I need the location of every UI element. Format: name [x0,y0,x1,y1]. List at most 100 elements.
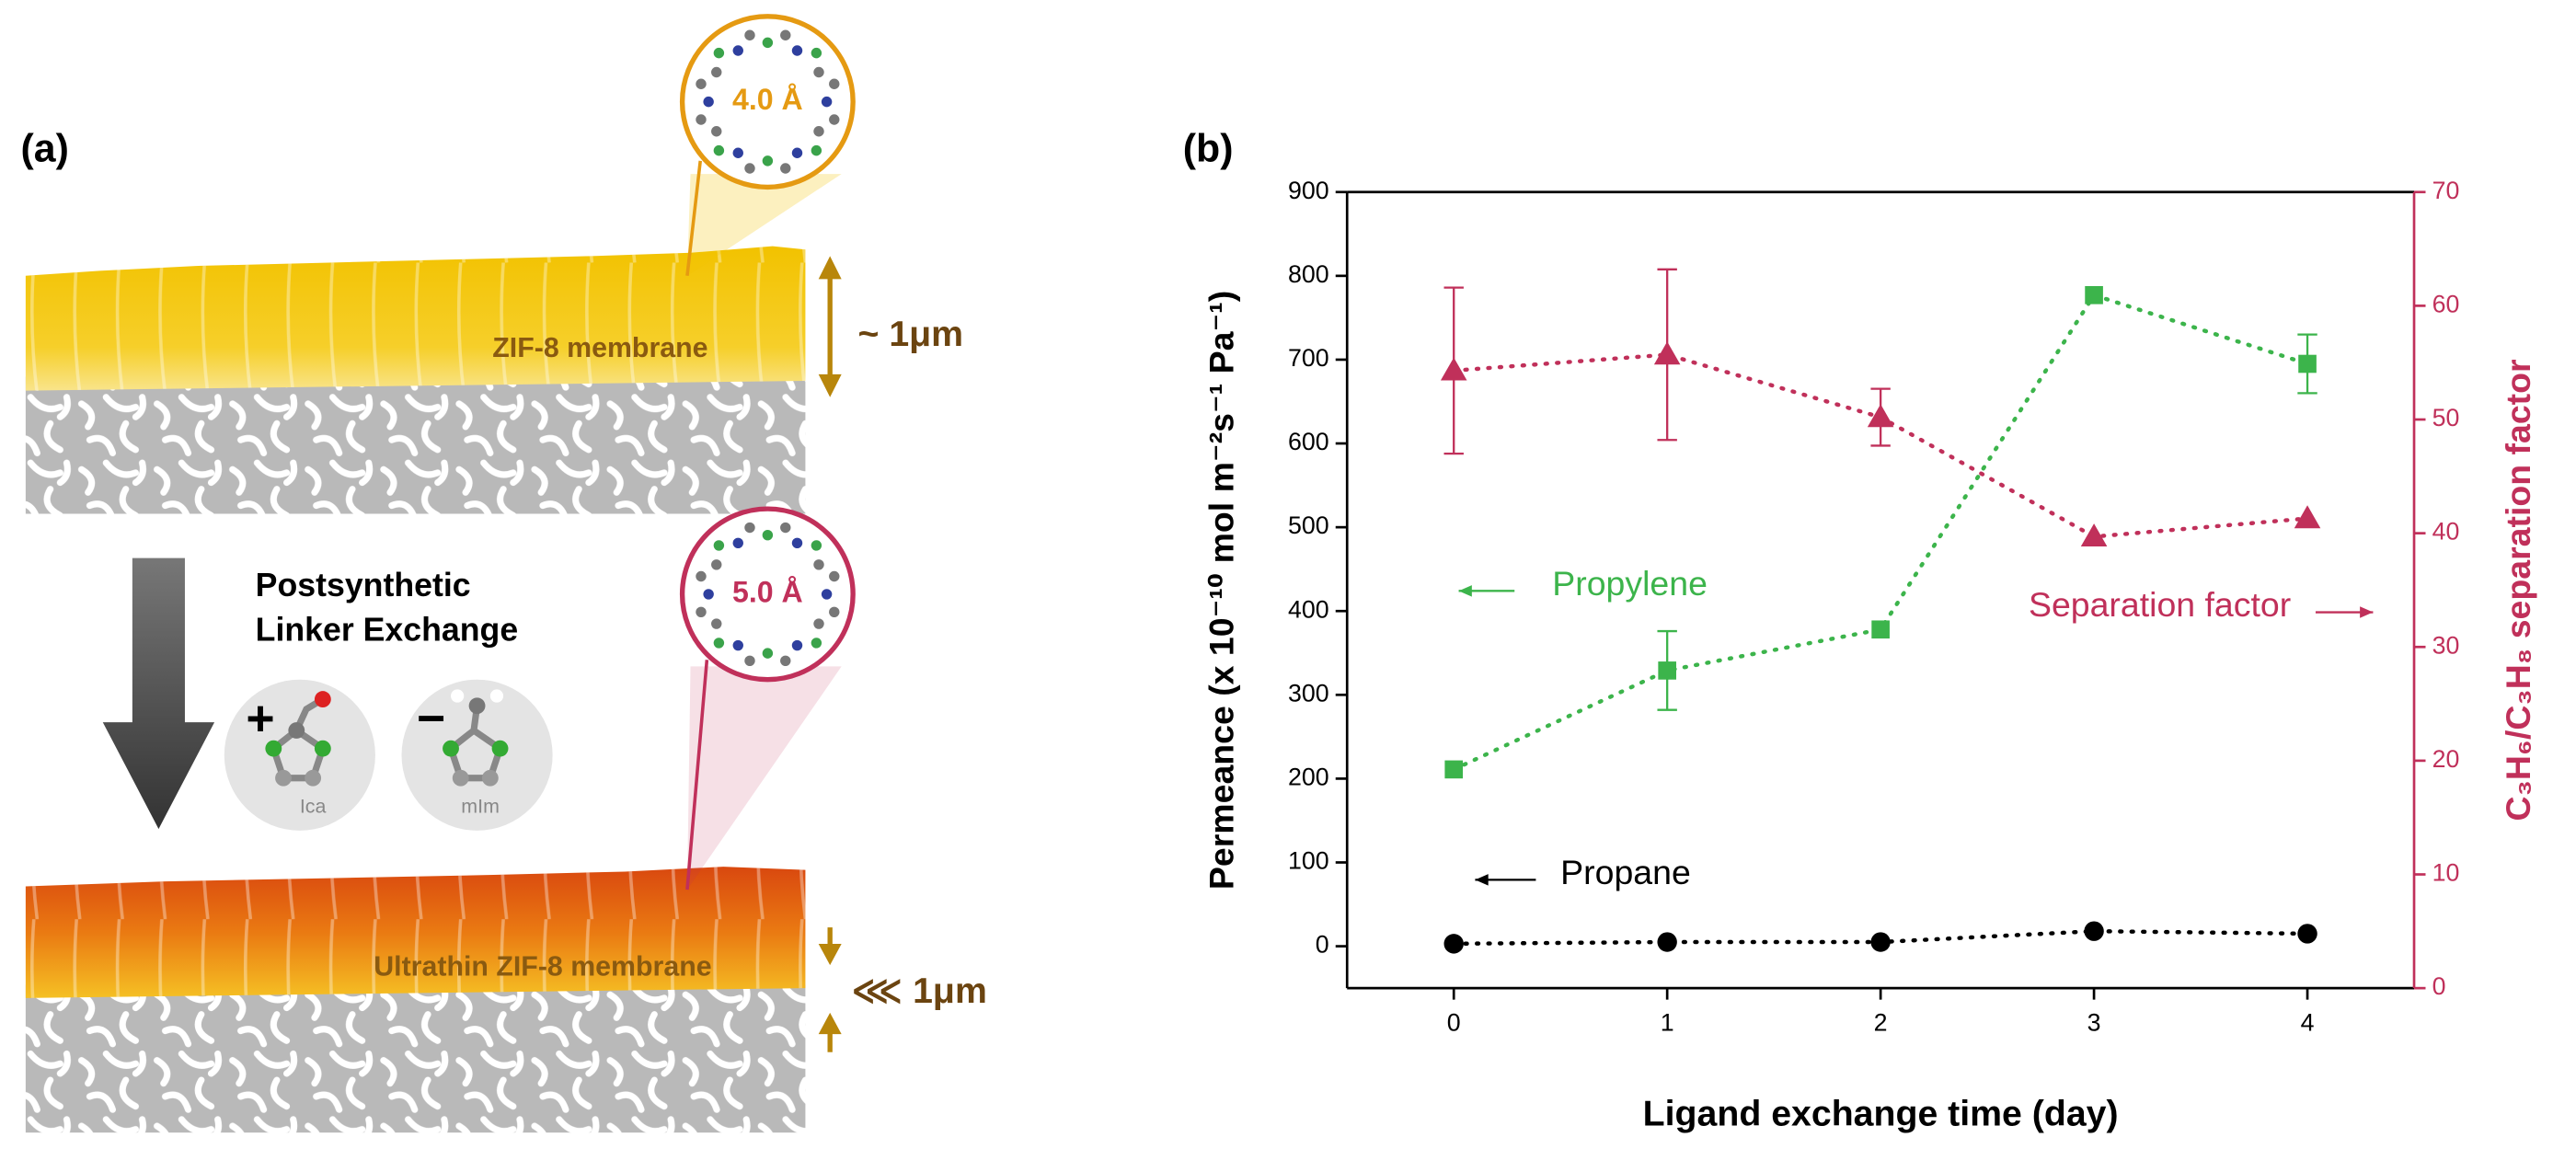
marker [2085,285,2103,304]
y2-tick-label: 0 [2432,972,2446,1000]
atom [703,589,714,600]
pore-ring [696,29,840,174]
y-tick-label: 900 [1288,177,1329,204]
series-label: Propylene [1552,564,1708,603]
x-tick-label: 4 [2301,1008,2315,1036]
y2-tick-label: 70 [2432,177,2460,204]
atom [821,96,833,108]
series-arrow-head [1475,874,1489,886]
process-text: Linker Exchange [256,611,518,648]
atom [813,126,824,137]
atom [744,163,755,174]
zoom-line [685,660,709,890]
process-arrow [102,557,215,830]
atom [780,522,791,534]
atom [732,639,743,651]
y-tick-label: 100 [1288,847,1329,875]
atom [696,114,707,125]
marker [1658,661,1676,680]
process-text: Postsynthetic [256,567,471,603]
marker [2297,924,2317,944]
plot: 0 1 2 3 401002003004005006007008009000102030… [1202,177,2537,1134]
marker [1867,404,1894,428]
atom [829,114,840,125]
membrane-label: ZIF-8 membrane [492,333,707,363]
remove-sign: − [417,692,445,746]
linker-circle [401,679,553,831]
support [25,984,806,1133]
atom [711,126,722,137]
atom [711,559,722,570]
marker [2084,921,2104,941]
y2-tick-label: 60 [2432,290,2460,317]
molecule [265,689,509,787]
atom [762,529,774,541]
x-axis-title: Ligand exchange time (day) [1643,1094,2119,1134]
marker [1440,357,1467,381]
y-tick-label: 600 [1288,428,1329,455]
series-arrow-head [1458,585,1472,597]
atom [762,37,774,49]
y-tick-label: 700 [1288,344,1329,372]
atom [762,648,774,659]
x-tick-label: 3 [2087,1008,2101,1036]
y2-tick-label: 10 [2432,859,2460,887]
series-arrow-head [2360,606,2374,618]
atom [762,155,774,167]
x-tick-label: 2 [1874,1008,1888,1036]
zoom-circle [679,14,856,190]
atom [732,537,743,548]
atom [732,147,743,158]
series-label: Separation factor [2029,585,2291,624]
y2-tick-label: 50 [2432,404,2460,431]
y-tick-label: 400 [1288,595,1329,623]
atom [713,638,725,649]
panel-label: (b) [1183,126,1234,170]
atom [811,638,822,649]
series-label: Propane [1560,853,1691,891]
atom [829,570,840,582]
marker [1443,934,1464,954]
y-tick-label: 200 [1288,763,1329,790]
atom [811,540,822,551]
membrane-label: Ultrathin ZIF-8 membrane [374,952,711,982]
y-tick-label: 500 [1288,511,1329,539]
marker [1444,760,1464,779]
zoom-cone [686,174,842,276]
arrow-head [818,943,842,1035]
atom [813,66,824,78]
x-tick-label: 0 [1447,1008,1461,1036]
marker [1657,932,1677,952]
pore-size: 5.0 Å [732,575,803,608]
linker-name: Ica [300,796,327,818]
x-tick-label: 1 [1661,1008,1674,1036]
zoom-line [685,160,702,276]
series-line [1451,293,2310,772]
atom [829,78,840,89]
support [25,369,806,514]
atom [713,144,725,156]
atom [829,606,840,618]
atom [813,618,824,629]
atom [791,147,803,158]
y2-tick-label: 20 [2432,745,2460,773]
atom [780,29,791,40]
membrane-texture [25,867,806,998]
y-tick-label: 0 [1316,931,1329,959]
marker [1871,620,1890,639]
atom [713,47,725,59]
atom [813,559,824,570]
linker-circle [224,679,375,831]
atom [696,570,707,582]
thickness-label: ⋘ 1μm [851,971,986,1011]
atom [811,144,822,156]
atom [703,96,714,108]
y2-tick-label: 40 [2432,518,2460,546]
atom [791,537,803,548]
atom [791,639,803,651]
atom [780,163,791,174]
atom [744,655,755,667]
panel-label: (a) [21,126,69,170]
